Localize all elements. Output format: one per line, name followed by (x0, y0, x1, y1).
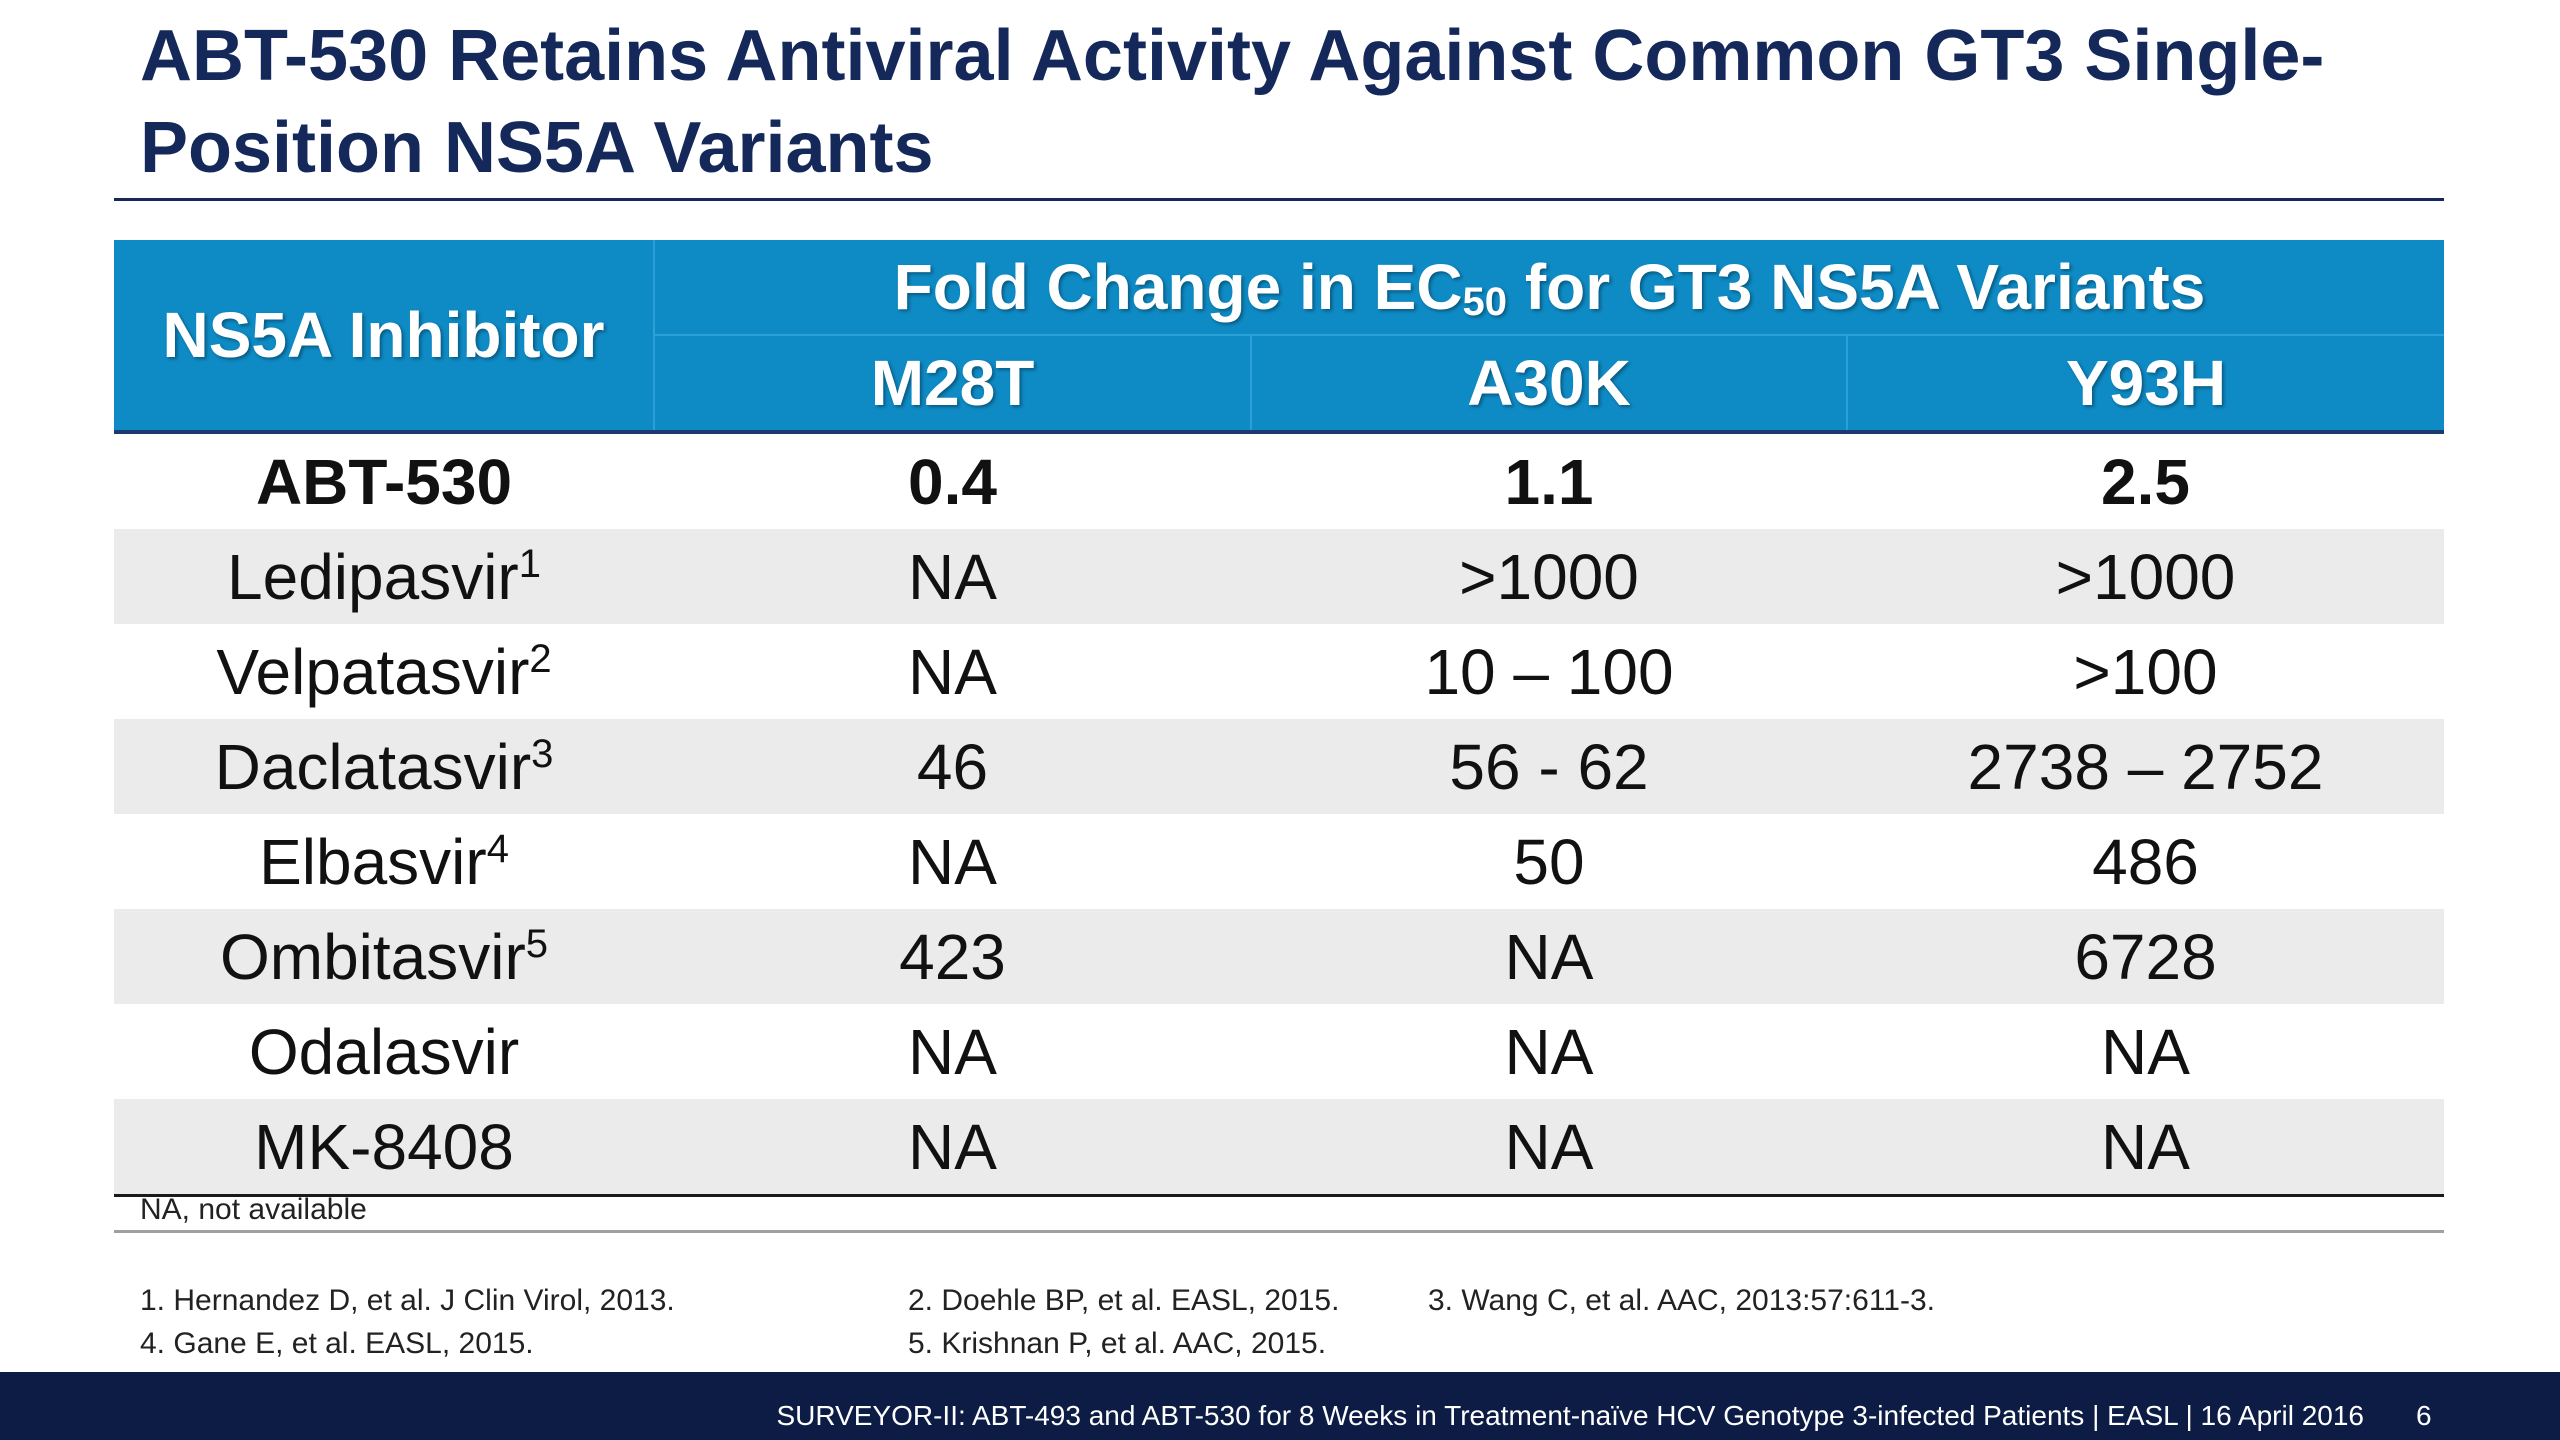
abbreviation-note: NA, not available (140, 1193, 367, 1226)
footer-text: SURVEYOR-II: ABT-493 and ABT-530 for 8 W… (776, 1400, 2364, 1431)
slide-title: ABT-530 Retains Antiviral Activity Again… (140, 16, 2325, 188)
reference-3: 3. Wang C, et al. AAC, 2013:57:611-3. (1428, 1284, 1935, 1317)
table-row: Ledipasvir1 NA >1000 >1000 (114, 529, 2445, 624)
m28t-value: 46 (654, 719, 1251, 814)
reference-marker: 3 (531, 731, 554, 776)
a30k-value: 56 - 62 (1251, 719, 1847, 814)
reference-marker: 2 (529, 636, 552, 681)
fold-change-group-header: Fold Change in EC50 for GT3 NS5A Variant… (654, 240, 2445, 335)
table-row: MK-8408 NA NA NA (114, 1099, 2445, 1197)
inhibitor-name-cell: Velpatasvir2 (114, 624, 654, 719)
y93h-value: >1000 (1847, 529, 2445, 624)
m28t-value: NA (654, 1099, 1251, 1197)
table-row: Odalasvir NA NA NA (114, 1004, 2444, 1099)
inhibitor-name: ABT-530 (255, 445, 513, 518)
inhibitor-name-cell: Odalasvir (114, 1004, 654, 1099)
a30k-value: 1.1 (1504, 445, 1594, 518)
y93h-value: NA (1847, 1099, 2445, 1197)
y93h-value: 486 (2092, 825, 2199, 898)
m28t-value: NA (908, 1015, 997, 1088)
m28t-value: NA (908, 825, 997, 898)
table-row: ABT-530 0.4 1.1 2.5 (114, 432, 2444, 529)
footer-bar: SURVEYOR-II: ABT-493 and ABT-530 for 8 W… (0, 1372, 2560, 1440)
reference-marker: 4 (486, 826, 509, 871)
group-header-prefix: Fold Change in EC (893, 250, 1463, 323)
inhibitor-name: Elbasvir (259, 825, 487, 898)
table-body: ABT-530 0.4 1.1 2.5 Ledipasvir1 NA >1000… (114, 432, 2445, 1197)
table-row: Elbasvir4 NA 50 486 (114, 814, 2444, 909)
column-header-m28t: M28T (654, 334, 1251, 432)
inhibitor-name: MK-8408 (254, 1110, 514, 1183)
table-header: NS5A Inhibitor Fold Change in EC50 for G… (114, 240, 2445, 432)
inhibitor-name-cell: Elbasvir4 (114, 814, 654, 909)
variants-table: NS5A Inhibitor Fold Change in EC50 for G… (114, 240, 2445, 1197)
inhibitor-name: Ledipasvir (227, 540, 519, 613)
m28t-value: 0.4 (908, 445, 997, 518)
reference-marker: 5 (525, 921, 549, 966)
y93h-value: 6728 (1847, 909, 2445, 1004)
m28t-value: 423 (654, 909, 1251, 1004)
inhibitor-name-cell: ABT-530 (114, 432, 654, 529)
y93h-value: 2.5 (2101, 445, 2190, 518)
a30k-value: >1000 (1251, 529, 1847, 624)
inhibitor-name-cell: Ledipasvir1 (114, 529, 654, 624)
a30k-value: NA (1251, 909, 1847, 1004)
table-row: Daclatasvir3 46 56 - 62 2738 – 2752 (114, 719, 2445, 814)
inhibitor-name-cell: Ombitasvir5 (114, 909, 654, 1004)
a30k-value: 50 (1513, 825, 1585, 898)
inhibitor-column-header: NS5A Inhibitor (114, 240, 655, 432)
title-divider (114, 198, 2444, 201)
table-row: Ombitasvir5 423 NA 6728 (114, 909, 2445, 1004)
notes-divider (114, 1230, 2444, 1233)
inhibitor-name: Velpatasvir (216, 635, 530, 708)
inhibitor-name: Daclatasvir (214, 730, 532, 803)
a30k-value: NA (1504, 1015, 1594, 1088)
a30k-value: NA (1251, 1099, 1847, 1197)
inhibitor-name-cell: MK-8408 (114, 1099, 654, 1197)
reference-4: 4. Gane E, et al. EASL, 2015. (140, 1327, 534, 1360)
reference-1: 1. Hernandez D, et al. J Clin Virol, 201… (140, 1284, 675, 1317)
reference-5: 5. Krishnan P, et al. AAC, 2015. (908, 1327, 1327, 1360)
y93h-value: NA (2101, 1015, 2190, 1088)
reference-marker: 1 (518, 541, 541, 586)
group-header-subscript: 50 (1462, 279, 1508, 324)
column-header-y93h: Y93H (1845, 334, 2445, 432)
group-header-suffix: for GT3 NS5A Variants (1507, 250, 2206, 323)
table-row: Velpatasvir2 NA 10 – 100 >100 (114, 624, 2444, 719)
m28t-value: NA (654, 529, 1251, 624)
inhibitor-name-cell: Daclatasvir3 (114, 719, 654, 814)
y93h-value: >100 (2073, 635, 2218, 708)
reference-2: 2. Doehle BP, et al. EASL, 2015. (908, 1284, 1340, 1317)
y93h-value: 2738 – 2752 (1847, 719, 2445, 814)
column-header-a30k: A30K (1250, 334, 1847, 432)
page-number: 6 (2416, 1400, 2432, 1431)
a30k-value: 10 – 100 (1424, 635, 1674, 708)
m28t-value: NA (908, 635, 997, 708)
inhibitor-name: Ombitasvir (219, 920, 526, 993)
inhibitor-name: Odalasvir (248, 1015, 520, 1088)
